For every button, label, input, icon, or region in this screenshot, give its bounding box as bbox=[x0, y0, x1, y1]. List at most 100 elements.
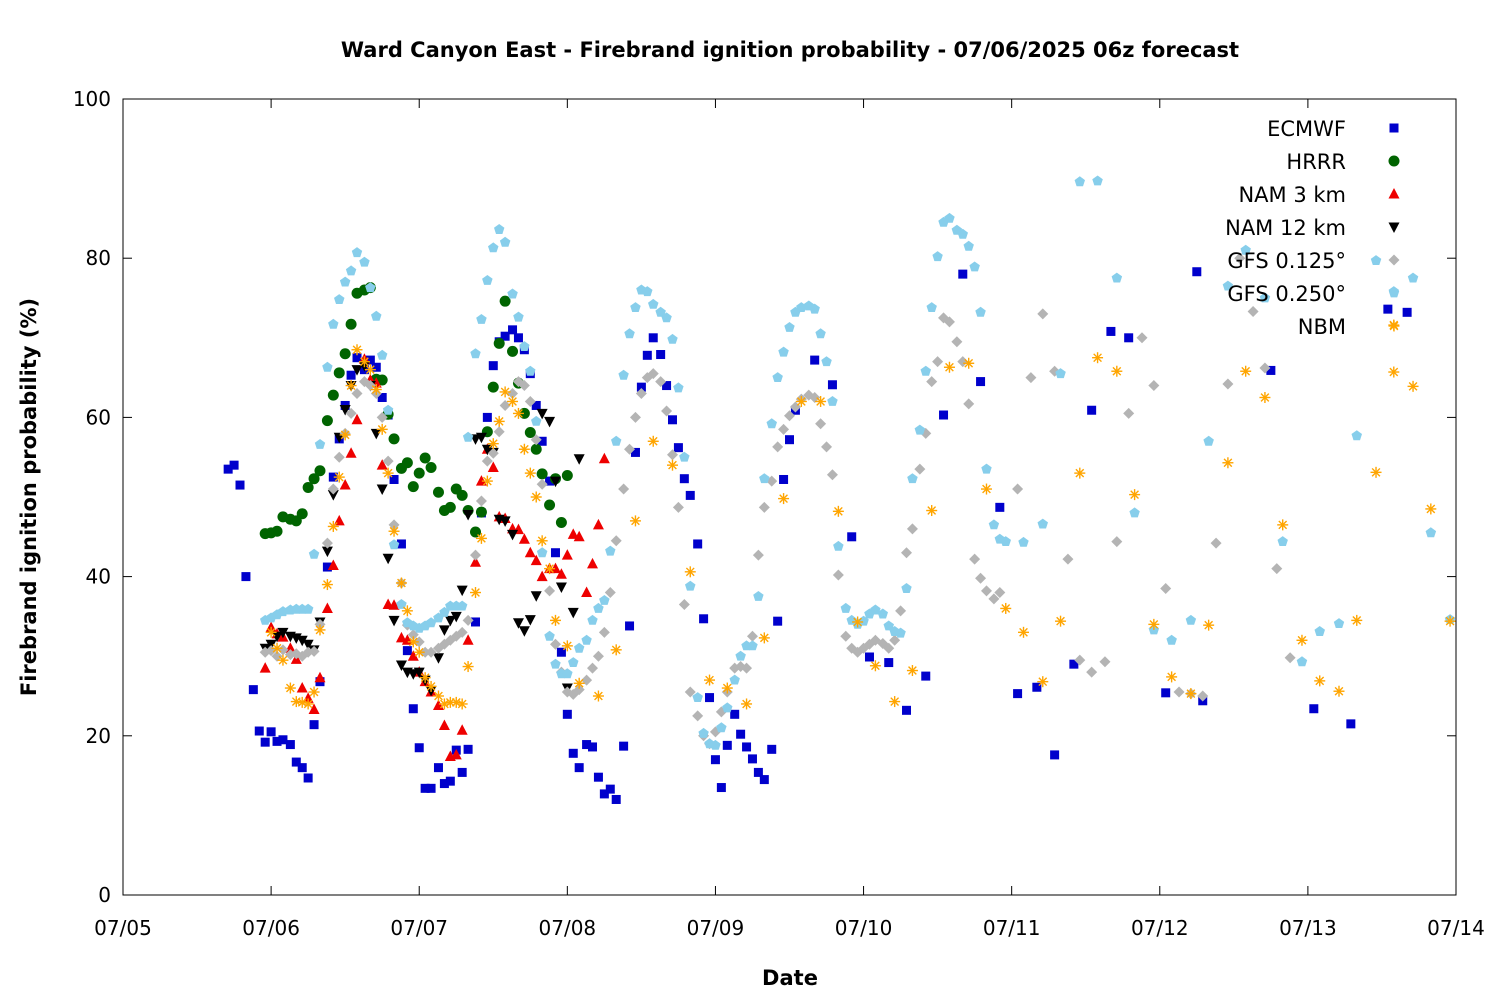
data-point bbox=[692, 692, 703, 702]
data-point bbox=[581, 586, 593, 598]
data-point bbox=[943, 316, 955, 328]
data-point bbox=[729, 674, 740, 685]
data-point bbox=[493, 426, 505, 438]
legend-label: NBM bbox=[1298, 315, 1346, 339]
data-point bbox=[1106, 326, 1116, 336]
data-point bbox=[395, 660, 407, 671]
data-point bbox=[327, 520, 339, 532]
data-point bbox=[524, 546, 536, 558]
data-point bbox=[536, 478, 548, 490]
data-point bbox=[778, 423, 790, 435]
data-point bbox=[518, 626, 530, 637]
data-point bbox=[462, 661, 474, 673]
data-point bbox=[308, 645, 320, 657]
data-point bbox=[328, 318, 339, 329]
data-point bbox=[530, 443, 542, 455]
data-point bbox=[1086, 666, 1098, 678]
data-point bbox=[758, 501, 770, 513]
data-point bbox=[351, 365, 363, 376]
data-point bbox=[870, 604, 881, 615]
data-point bbox=[544, 416, 556, 428]
data-point bbox=[810, 355, 820, 365]
data-point bbox=[259, 662, 271, 673]
data-point bbox=[545, 476, 555, 486]
data-point bbox=[388, 599, 400, 610]
data-point bbox=[322, 562, 332, 572]
legend-marker bbox=[1388, 287, 1400, 298]
data-point bbox=[462, 431, 474, 442]
data-point bbox=[906, 665, 918, 677]
data-point bbox=[339, 348, 351, 360]
data-point bbox=[598, 626, 610, 638]
data-point bbox=[1259, 392, 1271, 403]
data-point bbox=[339, 429, 351, 441]
data-point bbox=[388, 615, 400, 627]
data-point bbox=[1351, 614, 1363, 626]
data-point bbox=[235, 480, 245, 490]
data-point bbox=[438, 719, 450, 730]
data-point bbox=[425, 462, 437, 474]
x-tick-label: 07/13 bbox=[1279, 916, 1337, 940]
data-point bbox=[747, 640, 758, 651]
data-point bbox=[278, 735, 288, 745]
data-point bbox=[826, 469, 838, 481]
data-point bbox=[833, 540, 844, 551]
data-point bbox=[1277, 536, 1288, 546]
data-point bbox=[470, 549, 482, 561]
data-point bbox=[277, 644, 289, 656]
data-point bbox=[1129, 507, 1140, 518]
data-point bbox=[389, 474, 399, 484]
series-5 bbox=[260, 175, 1456, 750]
data-point bbox=[1309, 704, 1319, 714]
data-point bbox=[401, 605, 413, 617]
data-point bbox=[969, 553, 981, 565]
data-point bbox=[610, 644, 622, 656]
data-point bbox=[975, 306, 986, 317]
data-point bbox=[537, 436, 547, 446]
data-point bbox=[481, 475, 493, 487]
data-point bbox=[425, 617, 437, 628]
data-point bbox=[444, 501, 456, 513]
data-point bbox=[346, 370, 356, 380]
data-point bbox=[667, 415, 677, 425]
data-point bbox=[573, 454, 585, 465]
data-point bbox=[636, 382, 646, 392]
data-point bbox=[488, 361, 498, 371]
data-point bbox=[302, 603, 314, 614]
data-point bbox=[277, 654, 289, 666]
data-point bbox=[840, 602, 851, 613]
data-point bbox=[321, 579, 333, 591]
data-point bbox=[549, 638, 561, 650]
data-point bbox=[507, 388, 519, 400]
data-point bbox=[592, 650, 604, 662]
data-point bbox=[425, 680, 437, 692]
data-point bbox=[339, 276, 351, 287]
data-point bbox=[302, 698, 314, 710]
data-point bbox=[297, 763, 307, 773]
data-point bbox=[530, 554, 542, 566]
data-point bbox=[407, 636, 419, 648]
data-point bbox=[656, 350, 666, 360]
data-point bbox=[741, 698, 753, 710]
data-point bbox=[666, 459, 678, 471]
data-point bbox=[507, 529, 519, 541]
data-point bbox=[508, 325, 518, 335]
data-point bbox=[376, 423, 388, 435]
data-point bbox=[766, 418, 777, 429]
data-point bbox=[1055, 368, 1066, 379]
data-point bbox=[524, 395, 536, 407]
data-point bbox=[482, 412, 492, 422]
data-point bbox=[932, 251, 943, 262]
data-point bbox=[1111, 272, 1123, 283]
data-point bbox=[309, 720, 319, 730]
data-point bbox=[481, 455, 493, 467]
data-point bbox=[271, 631, 283, 643]
plot-frame bbox=[122, 98, 1457, 896]
x-tick-label: 07/07 bbox=[390, 916, 448, 940]
data-point bbox=[327, 389, 339, 401]
data-point bbox=[1222, 457, 1234, 469]
data-point bbox=[994, 587, 1006, 599]
data-point bbox=[432, 653, 444, 664]
data-point bbox=[530, 434, 542, 446]
data-point bbox=[395, 631, 407, 643]
